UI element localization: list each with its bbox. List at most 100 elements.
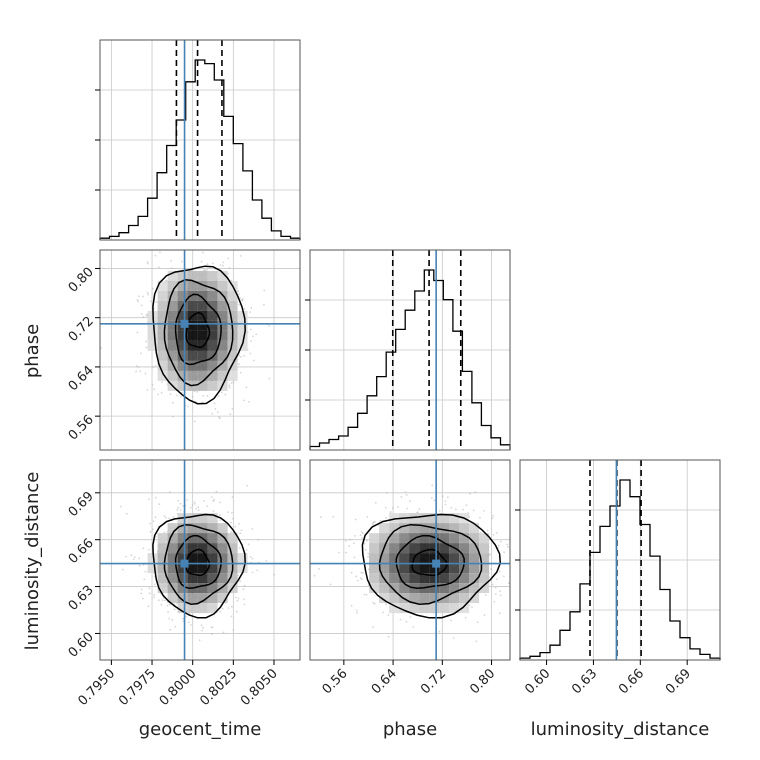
sample-point: [171, 401, 174, 404]
ylabel-luminosity-distance: luminosity_distance: [22, 472, 43, 651]
density-cell: [439, 563, 450, 574]
density-cell: [197, 360, 208, 371]
sample-point: [158, 503, 161, 506]
sample-point: [148, 587, 151, 590]
density-cell: [429, 583, 440, 594]
density-cell: [207, 310, 218, 321]
density-cell: [177, 340, 188, 351]
density-cell: [429, 563, 440, 574]
density-cell: [157, 573, 168, 584]
truth-marker: [180, 319, 189, 328]
density-cell: [217, 350, 228, 361]
sample-point: [255, 333, 258, 336]
density-cell: [187, 270, 198, 281]
sample-point: [186, 499, 189, 501]
sample-point: [239, 371, 242, 374]
sample-point: [496, 578, 498, 581]
density-cell: [217, 360, 228, 371]
density-cell: [429, 603, 440, 614]
density-cell: [177, 563, 188, 574]
sample-point: [155, 536, 157, 538]
xtick-label: 0.8050: [238, 666, 281, 709]
sample-point: [140, 588, 143, 591]
sample-point: [475, 640, 478, 643]
sample-point: [142, 547, 145, 550]
density-cell: [459, 573, 470, 584]
sample-point: [177, 499, 180, 502]
density-cell: [207, 370, 218, 381]
density-cell: [187, 350, 198, 361]
density-cell: [429, 533, 440, 544]
density-cell: [469, 593, 480, 604]
sample-point: [406, 507, 408, 510]
sample-point: [144, 570, 147, 573]
sample-point: [157, 599, 160, 602]
density-cell: [147, 320, 158, 331]
density-cell: [227, 350, 238, 361]
sample-point: [218, 514, 221, 516]
density-cell: [167, 340, 178, 351]
sample-point: [169, 393, 172, 396]
sample-point: [252, 359, 255, 362]
xtick-label: 0.69: [663, 666, 694, 697]
sample-point: [182, 505, 185, 507]
density-cell: [217, 330, 228, 341]
sample-point: [179, 509, 182, 512]
density-cell: [459, 543, 470, 554]
sample-point: [164, 599, 167, 602]
sample-point: [149, 522, 152, 525]
sample-point: [243, 598, 245, 601]
sample-point: [498, 612, 501, 615]
sample-point: [243, 307, 246, 310]
sample-point: [382, 611, 384, 614]
panel-frame-2-1: [309, 459, 511, 661]
xlabel-luminosity-distance: luminosity_distance: [531, 719, 710, 740]
density-cell: [227, 340, 238, 351]
sample-point: [238, 303, 241, 306]
sample-point: [239, 255, 242, 257]
sample-point: [238, 546, 241, 549]
sample-point: [469, 492, 471, 495]
density-cell: [449, 523, 460, 534]
sample-point: [132, 558, 135, 561]
sample-point: [191, 504, 194, 506]
sample-point: [497, 544, 500, 547]
density-cell: [157, 350, 168, 361]
density-cell: [479, 563, 490, 574]
xtick-label: 0.66: [616, 666, 647, 697]
sample-point: [154, 365, 157, 368]
sample-point: [384, 506, 387, 509]
density-cell: [449, 573, 460, 584]
sample-point: [494, 593, 497, 595]
contour-level-3: [163, 279, 234, 387]
sample-point: [488, 553, 491, 556]
sample-point: [198, 639, 201, 642]
sample-point: [213, 402, 216, 405]
sample-point: [193, 420, 196, 423]
sample-point: [405, 494, 408, 496]
density-cell: [177, 270, 188, 281]
sample-point: [374, 502, 377, 504]
density-cell: [207, 553, 218, 564]
sample-point: [202, 251, 204, 254]
density-cell: [369, 553, 380, 564]
sample-point: [152, 366, 154, 369]
sample-point: [362, 572, 364, 574]
density-cell: [399, 533, 410, 544]
sample-point: [498, 570, 501, 573]
density-cell: [389, 523, 400, 534]
sample-point: [257, 538, 260, 541]
density-cell: [207, 270, 218, 281]
sample-point: [160, 603, 163, 606]
density-cell: [237, 340, 248, 351]
sample-point: [483, 614, 486, 617]
density-cell: [217, 573, 228, 584]
sample-point: [256, 569, 259, 572]
sample-point: [372, 626, 375, 629]
sample-point: [185, 615, 188, 618]
sample-point: [360, 531, 363, 533]
sample-point: [228, 384, 231, 387]
density-cell: [187, 533, 198, 544]
density-cell: [197, 350, 208, 361]
sample-point: [147, 548, 150, 551]
